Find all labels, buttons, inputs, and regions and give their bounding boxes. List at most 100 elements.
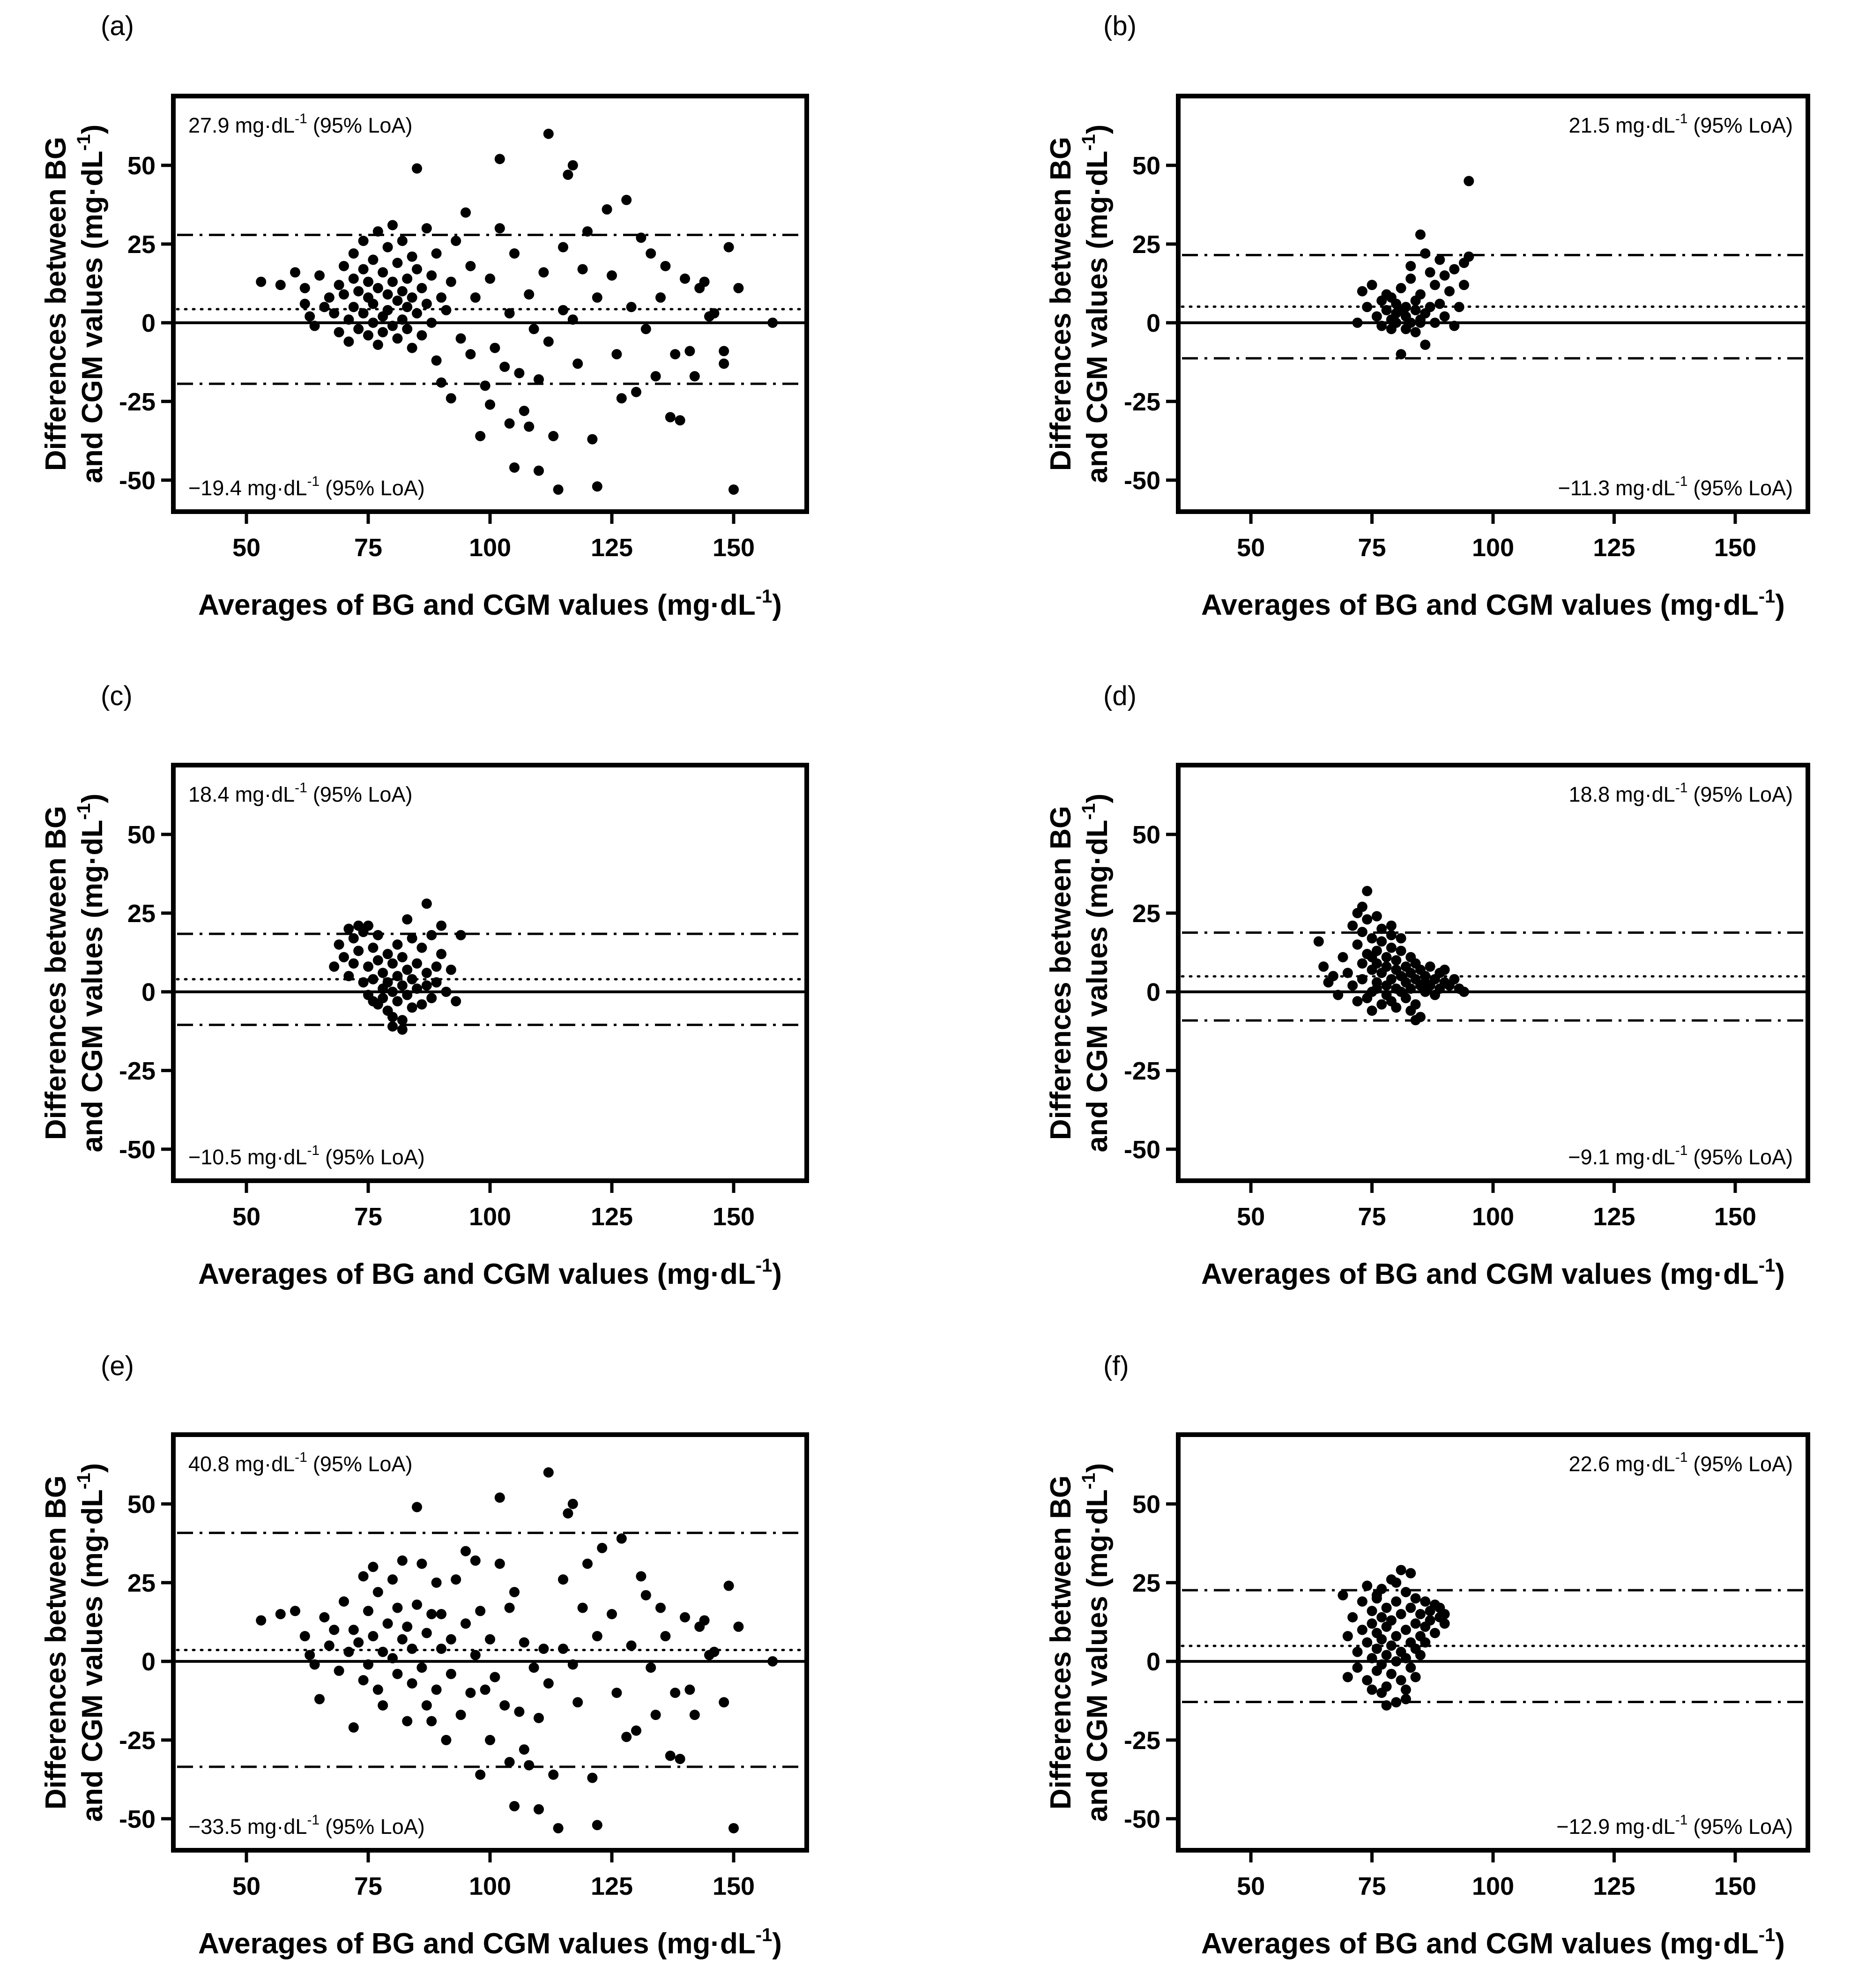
unit-text: mg·dL bbox=[1615, 113, 1675, 137]
data-point bbox=[329, 961, 340, 972]
data-point bbox=[1391, 1577, 1402, 1588]
data-point bbox=[1464, 251, 1474, 262]
data-point bbox=[1367, 952, 1377, 962]
data-point bbox=[407, 974, 417, 984]
x-tick-label: 75 bbox=[354, 1203, 382, 1231]
data-point bbox=[397, 1634, 408, 1645]
data-point bbox=[382, 1618, 393, 1629]
panel-label: (d) bbox=[1103, 681, 1137, 711]
y-axis-title: Differences between BG and CGM values (mg… bbox=[40, 1463, 109, 1822]
data-point bbox=[426, 993, 437, 1004]
x-tick-label: 125 bbox=[591, 534, 633, 562]
data-point bbox=[1386, 974, 1397, 984]
data-point bbox=[1415, 289, 1426, 300]
data-point bbox=[387, 986, 398, 997]
x-axis-title: Averages of BG and CGM values (mg·dL-1) bbox=[198, 1255, 782, 1290]
y-tick-label: 25 bbox=[127, 231, 156, 259]
data-point bbox=[660, 261, 671, 271]
y-axis-title-close: ) bbox=[1081, 1463, 1114, 1473]
data-point bbox=[358, 264, 369, 275]
lower-loa-annotation: −12.9 mg·dL-1 (95% LoA) bbox=[1556, 1812, 1793, 1839]
data-point bbox=[412, 1599, 422, 1610]
data-point bbox=[368, 1562, 379, 1572]
data-point bbox=[636, 1571, 647, 1582]
data-point bbox=[436, 920, 446, 931]
data-point bbox=[1396, 1564, 1406, 1575]
data-points bbox=[329, 898, 466, 1035]
data-point bbox=[275, 280, 286, 290]
lower-loa-annotation: −11.3 mg·dL-1 (95% LoA) bbox=[1558, 474, 1793, 500]
data-point bbox=[680, 1612, 690, 1623]
data-point bbox=[392, 1668, 403, 1679]
data-point bbox=[475, 1606, 486, 1616]
data-point bbox=[416, 1558, 427, 1569]
data-point bbox=[426, 1716, 437, 1727]
data-point bbox=[1400, 993, 1411, 1004]
data-point bbox=[397, 314, 408, 325]
data-point bbox=[534, 465, 544, 476]
y-axis-title-line1: Differences between BG bbox=[1045, 137, 1077, 471]
x-tick-label: 75 bbox=[1358, 1203, 1386, 1231]
data-point bbox=[348, 958, 359, 969]
data-point bbox=[397, 286, 408, 297]
data-point bbox=[1405, 1568, 1416, 1578]
panel-label: (b) bbox=[1103, 11, 1137, 41]
data-point bbox=[631, 387, 641, 397]
data-point bbox=[416, 999, 427, 1010]
data-point bbox=[441, 986, 452, 997]
data-point bbox=[353, 1637, 364, 1648]
data-point bbox=[655, 292, 666, 303]
unit-text: mg·dL bbox=[1615, 1815, 1675, 1839]
y-tick-label: 25 bbox=[1132, 1569, 1160, 1597]
y-axis-title-close: ) bbox=[1081, 125, 1114, 134]
data-point bbox=[519, 1637, 529, 1648]
data-point bbox=[534, 374, 544, 385]
data-point bbox=[431, 1577, 442, 1588]
y-axis-title-line2: and CGM values (mg·dL-1) bbox=[1078, 125, 1114, 484]
data-point bbox=[305, 311, 315, 322]
data-point bbox=[1362, 914, 1373, 925]
data-point bbox=[1313, 936, 1324, 947]
y-axis-title-superscript: -1 bbox=[1078, 134, 1099, 151]
x-tick-label: 125 bbox=[1593, 1872, 1635, 1900]
lower-loa-value: −11.3 bbox=[1558, 476, 1610, 500]
x-axis-title-close: ) bbox=[772, 589, 782, 621]
data-point bbox=[407, 1678, 417, 1689]
data-point bbox=[528, 324, 539, 335]
data-point bbox=[290, 267, 300, 278]
data-point bbox=[363, 961, 373, 972]
data-point bbox=[1352, 317, 1363, 328]
data-point bbox=[1381, 1650, 1392, 1660]
data-point bbox=[680, 273, 690, 284]
y-tick-label: 50 bbox=[127, 821, 156, 849]
data-point bbox=[446, 1634, 456, 1645]
data-point bbox=[1439, 311, 1450, 322]
y-axis-title: Differences between BG and CGM values (mg… bbox=[1045, 794, 1114, 1153]
x-tick-label: 100 bbox=[469, 1203, 511, 1231]
loa-suffix: (95% LoA) bbox=[325, 476, 425, 500]
data-point bbox=[397, 980, 408, 991]
data-point bbox=[339, 952, 349, 962]
data-point bbox=[368, 317, 379, 328]
data-point bbox=[1347, 920, 1358, 931]
data-point bbox=[1362, 886, 1373, 896]
data-point bbox=[558, 305, 568, 315]
data-point bbox=[1342, 968, 1353, 978]
y-tick-label: -25 bbox=[1124, 1727, 1160, 1755]
x-axis-title: Averages of BG and CGM values (mg·dL-1) bbox=[1201, 1925, 1785, 1960]
y-axis-title-superscript: -1 bbox=[74, 134, 94, 151]
data-point bbox=[1400, 324, 1411, 335]
upper-loa-value: 27.9 bbox=[188, 113, 230, 137]
data-point bbox=[1391, 317, 1402, 328]
data-point bbox=[305, 1650, 315, 1660]
data-point bbox=[426, 317, 437, 328]
data-point bbox=[767, 1656, 778, 1667]
data-point bbox=[631, 1725, 641, 1736]
data-point bbox=[636, 232, 647, 243]
data-point bbox=[670, 349, 681, 360]
data-point bbox=[1396, 933, 1406, 944]
data-point bbox=[353, 946, 364, 956]
data-point bbox=[309, 320, 320, 331]
